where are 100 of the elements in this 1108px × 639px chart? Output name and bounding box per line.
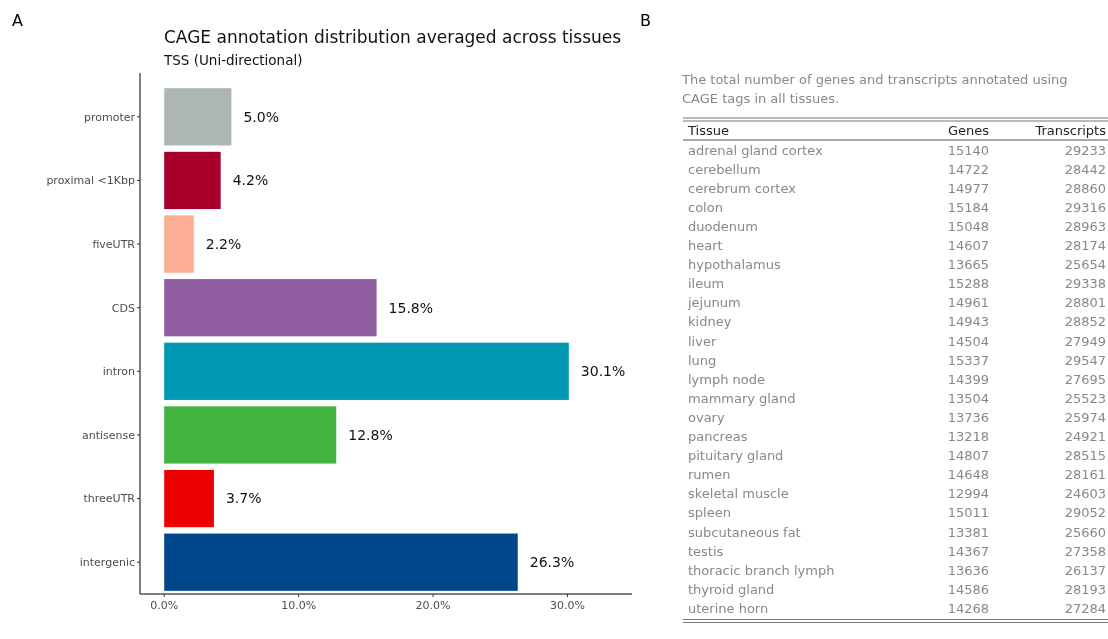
data-label: 28860 xyxy=(1064,180,1106,196)
category-label: pancreas xyxy=(688,429,748,445)
bar xyxy=(164,215,194,273)
category-label: uterine horn xyxy=(688,600,769,616)
text: Transcripts xyxy=(1034,122,1107,138)
data-label: 28801 xyxy=(1064,295,1106,311)
data-label: 13381 xyxy=(947,524,989,540)
data-label: 14367 xyxy=(947,543,989,559)
data-label: 14586 xyxy=(947,581,989,597)
data-label: 27358 xyxy=(1064,543,1106,559)
data-label: 15011 xyxy=(947,505,989,521)
y-tick-label: intergenic xyxy=(79,556,135,570)
data-label: 27695 xyxy=(1064,371,1106,387)
data-label: 25974 xyxy=(1064,409,1106,425)
data-label: 26.3% xyxy=(529,554,575,571)
data-label: 14977 xyxy=(947,180,989,196)
y-tick-label: proximal <1Kbp xyxy=(46,174,136,188)
data-label: 12.8% xyxy=(348,426,393,443)
bar xyxy=(164,406,337,464)
x-tick-label: 30.0% xyxy=(550,599,585,612)
data-label: 13665 xyxy=(947,257,989,273)
bar xyxy=(164,88,232,146)
data-label: 15184 xyxy=(947,199,989,215)
category-label: ileum xyxy=(688,276,725,292)
data-label: 14268 xyxy=(947,600,989,616)
y-tick-label: intron xyxy=(102,365,136,379)
category-label: spleen xyxy=(688,505,731,521)
category-label: mammary gland xyxy=(688,390,796,406)
data-label: 14607 xyxy=(947,238,989,254)
data-label: 28193 xyxy=(1064,581,1106,597)
y-tick-label: threeUTR xyxy=(83,492,136,506)
bar xyxy=(164,469,214,528)
category-label: pituitary gland xyxy=(688,448,784,464)
data-label: 14943 xyxy=(947,314,989,330)
chart-subtitle: TSS (Uni-directional) xyxy=(163,52,303,68)
category-label: rumen xyxy=(688,467,731,483)
data-label: 3.7% xyxy=(225,490,262,507)
text: Genes xyxy=(947,122,990,138)
data-label: 14961 xyxy=(947,295,989,311)
category-label: kidney xyxy=(688,314,732,330)
chart-title: CAGE annotation distribution averaged across tissues xyxy=(164,27,622,47)
data-label: 13218 xyxy=(947,429,989,445)
data-label: 28161 xyxy=(1064,467,1106,483)
text: A xyxy=(12,11,23,30)
category-label: colon xyxy=(688,199,723,215)
category-label: heart xyxy=(688,238,723,254)
data-label: 27949 xyxy=(1064,333,1106,349)
data-label: 27284 xyxy=(1064,600,1106,616)
data-label: 24603 xyxy=(1064,486,1106,502)
data-label: 28515 xyxy=(1064,448,1106,464)
bar xyxy=(164,342,569,400)
x-tick-label: 0.0% xyxy=(150,599,179,612)
data-label: 26137 xyxy=(1064,562,1106,578)
data-label: 14504 xyxy=(947,333,989,349)
data-label: 2.2% xyxy=(205,235,242,252)
data-label: 15140 xyxy=(947,142,989,158)
category-label: thyroid gland xyxy=(688,581,775,597)
data-label: 15048 xyxy=(947,218,989,234)
category-label: skeletal muscle xyxy=(688,486,789,502)
data-label: 28963 xyxy=(1064,218,1106,234)
bar xyxy=(164,279,377,337)
data-label: 13504 xyxy=(947,390,989,406)
data-label: 13636 xyxy=(947,562,989,578)
data-label: 25654 xyxy=(1064,257,1106,273)
x-tick-label: 20.0% xyxy=(415,599,451,612)
category-label: cerebellum xyxy=(688,161,761,177)
data-label: 15.8% xyxy=(388,299,434,316)
data-label: 14722 xyxy=(947,161,989,177)
category-label: thoracic branch lymph xyxy=(688,562,835,578)
category-label: lung xyxy=(688,352,717,368)
data-label: 14807 xyxy=(947,448,989,464)
y-tick-label: antisense xyxy=(81,428,136,442)
data-label: 29233 xyxy=(1064,142,1106,158)
category-label: ovary xyxy=(688,409,725,425)
data-label: 29338 xyxy=(1064,276,1106,292)
data-label: 24921 xyxy=(1064,429,1106,445)
data-label: 25660 xyxy=(1064,524,1106,540)
data-label: 15288 xyxy=(947,276,989,292)
category-label: subcutaneous fat xyxy=(688,524,801,540)
data-label: 29316 xyxy=(1064,199,1106,215)
data-label: 5.0% xyxy=(243,108,279,125)
data-label: 29052 xyxy=(1064,505,1106,521)
y-tick-label: promoter xyxy=(83,110,136,124)
bar xyxy=(164,533,518,591)
category-label: lymph node xyxy=(688,371,766,387)
data-label: 28852 xyxy=(1064,314,1106,330)
data-label: 14648 xyxy=(947,467,989,483)
category-label: liver xyxy=(688,333,717,349)
category-label: adrenal gland cortex xyxy=(688,142,823,158)
category-label: duodenum xyxy=(688,218,758,234)
data-label: 29547 xyxy=(1064,352,1106,368)
bar xyxy=(164,151,221,210)
data-label: 28174 xyxy=(1064,238,1106,254)
y-tick-label: fiveUTR xyxy=(92,237,136,251)
y-tick-label: CDS xyxy=(111,301,136,315)
text: B xyxy=(640,11,651,30)
data-label: 12994 xyxy=(947,486,989,502)
category-label: cerebrum cortex xyxy=(688,180,797,196)
category-label: testis xyxy=(688,543,724,559)
category-label: jejunum xyxy=(687,295,741,311)
